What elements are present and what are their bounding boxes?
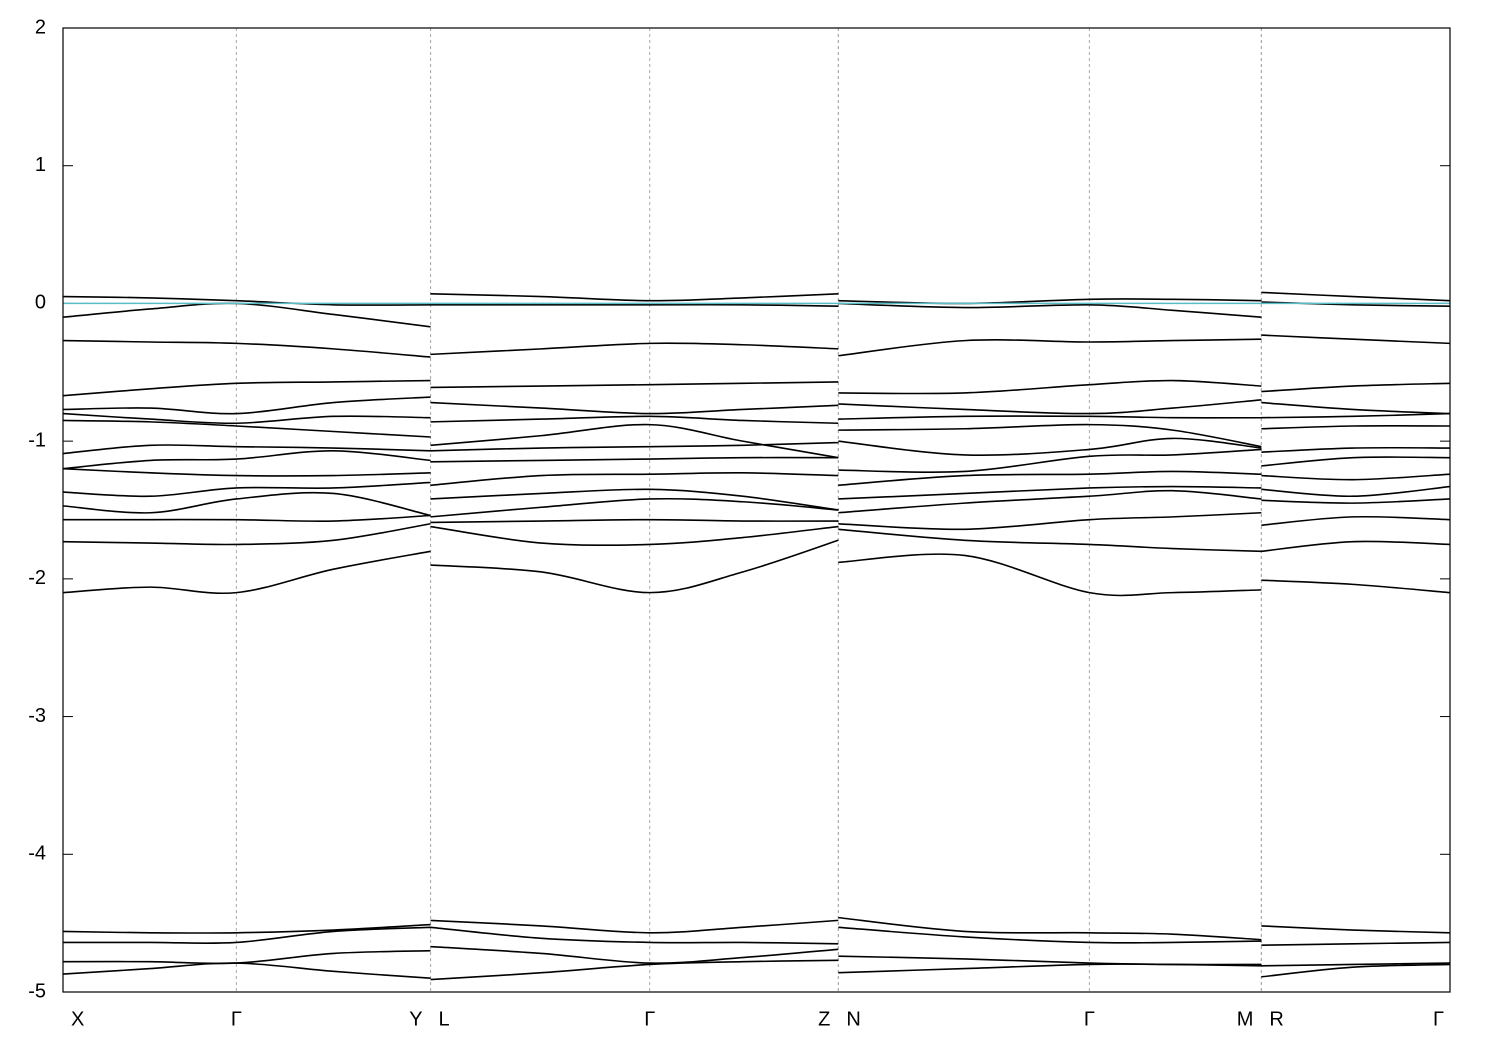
band-line: [62, 522, 1451, 553]
x-tick-label: Γ: [1433, 1008, 1444, 1030]
y-tick-label: -3: [28, 705, 46, 727]
y-tick-label: 2: [35, 16, 46, 38]
band-line: [62, 489, 1451, 518]
x-tick-label: Γ: [644, 1008, 655, 1030]
plot-frame: [62, 27, 1451, 993]
band-line: [62, 448, 1451, 474]
x-tick-label: Γ: [1084, 1008, 1095, 1030]
x-tick-label: Γ: [231, 1008, 242, 1030]
band-line: [62, 481, 1451, 511]
x-tick-label: Y: [409, 1008, 422, 1030]
x-tick-label: M: [1237, 1008, 1254, 1030]
y-tick-label: -4: [28, 843, 46, 865]
band-line: [62, 419, 1451, 459]
y-tick-label: 0: [35, 292, 46, 314]
band-line: [62, 467, 1451, 487]
band-line: [62, 437, 1451, 456]
y-tick-label: -2: [28, 567, 46, 589]
x-tick-label: N: [846, 1008, 860, 1030]
y-tick-label: 1: [35, 154, 46, 176]
band-line: [63, 926, 1451, 946]
y-tick-label: -5: [28, 980, 46, 1002]
band-line: [62, 396, 1451, 415]
band-line: [62, 334, 1451, 358]
band-line: [63, 511, 1451, 531]
band-line: [62, 916, 1451, 941]
band-line: [62, 379, 1451, 397]
x-tick-label: R: [1269, 1008, 1283, 1030]
y-tick-label: -1: [28, 429, 46, 451]
x-tick-label: L: [439, 1008, 450, 1030]
band-line: [62, 291, 1451, 306]
x-tick-label: X: [71, 1008, 84, 1030]
band-line: [62, 959, 1451, 981]
x-tick-label: Z: [818, 1008, 830, 1030]
band-line: [62, 539, 1451, 597]
band-line: [62, 412, 1451, 425]
